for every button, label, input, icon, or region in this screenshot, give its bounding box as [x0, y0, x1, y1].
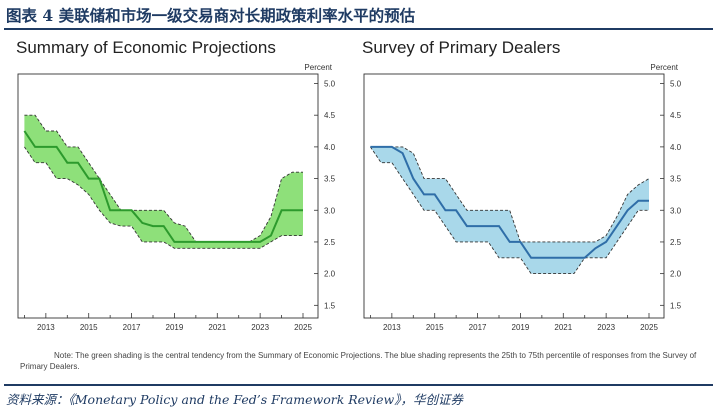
spd-y-tick-label: 2.0 [670, 270, 682, 279]
sep-y-tick-label: 1.5 [324, 301, 336, 310]
sep-y-tick-label: 3.0 [324, 206, 336, 215]
spd-x-tick-label: 2019 [512, 323, 530, 332]
spd-x-tick-label: 2015 [426, 323, 444, 332]
sep-x-tick-label: 2013 [37, 323, 55, 332]
figure-header: 图表 4 美联储和市场一级交易商对长期政策利率水平的预估 [4, 3, 712, 29]
spd-panel: Survey of Primary Dealers 1.5 2.0 2.5 3.0 3.… [358, 30, 699, 350]
spd-x-tick-label: 2023 [597, 323, 615, 332]
sep-y-tick-label: 5.0 [324, 80, 336, 89]
source-line: 资料来源：《Monetary Policy and the Fed’s Fram… [6, 392, 463, 407]
spd-y-tick-label: 1.5 [670, 301, 682, 310]
spd-x-tick-label: 2017 [469, 323, 487, 332]
spd-band-upper-edge [370, 146, 650, 243]
sep-y-tick-label: 2.5 [324, 238, 336, 247]
sep-panel: Summary of Economic Projections 1.5 2.0 2.… [12, 30, 353, 350]
sep-chart: 1.5 2.0 2.5 3.0 3.5 4.0 4.5 5.0 Percent 2013 2015 2… [17, 63, 336, 332]
figure-title: 图表 4 美联储和市场一级交易商对长期政策利率水平的预估 [6, 6, 416, 25]
sep-x-tick-label: 2017 [123, 323, 141, 332]
spd-median-line [370, 145, 649, 259]
spd-band-area [370, 146, 649, 274]
spd-y-tick-label: 4.5 [670, 111, 682, 120]
sep-band-area [24, 115, 304, 249]
sep-panel-title: Summary of Economic Projections [16, 38, 276, 57]
header-rule [4, 28, 713, 30]
sep-median-line [23, 130, 303, 243]
spd-y-tick-label: 3.0 [670, 206, 682, 215]
spd-panel-title: Survey of Primary Dealers [362, 38, 561, 57]
spd-band-lower-edge [370, 146, 649, 275]
sep-x-tick-label: 2025 [294, 323, 312, 332]
sep-plot-frame [17, 73, 319, 319]
spd-y-tick-label: 3.5 [670, 175, 682, 184]
spd-x-tick-label: 2021 [554, 323, 572, 332]
sep-unit-label: Percent [304, 63, 332, 72]
spd-chart: 1.5 2.0 2.5 3.0 3.5 4.0 4.5 5.0 Percent 2013 2015 2… [363, 63, 682, 332]
sep-y-tick-label: 4.5 [324, 111, 336, 120]
spd-unit-label: Percent [650, 63, 678, 72]
sep-y-tick-label: 3.5 [324, 175, 336, 184]
spd-plot-frame [363, 73, 665, 319]
spd-y-tick-label: 5.0 [670, 80, 682, 89]
sep-y-tick-label: 2.0 [324, 270, 336, 279]
sep-x-tick-label: 2023 [251, 323, 269, 332]
chart-note: Note: The green shading is the central t… [20, 351, 697, 371]
footer-rule [4, 384, 713, 386]
sep-x-tick-label: 2021 [208, 323, 226, 332]
spd-x-tick-label: 2025 [640, 323, 658, 332]
sep-y-tick-label: 4.0 [324, 143, 336, 152]
sep-x-tick-label: 2015 [80, 323, 98, 332]
sep-x-tick-label: 2019 [166, 323, 184, 332]
spd-y-tick-label: 4.0 [670, 143, 682, 152]
spd-y-tick-label: 2.5 [670, 238, 682, 247]
spd-x-tick-label: 2013 [383, 323, 401, 332]
